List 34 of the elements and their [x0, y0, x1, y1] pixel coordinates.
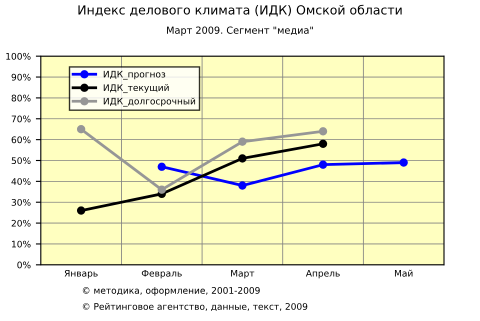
x-tick-label: Февраль — [142, 270, 182, 278]
y-tick-label: 60% — [12, 136, 31, 144]
point — [76, 206, 86, 215]
y-tick-label: 40% — [11, 178, 31, 185]
chart-subtitle: Март 2009. Сегмент "медиа" — [167, 26, 313, 36]
y-tick-label: 20% — [12, 220, 31, 227]
point — [238, 181, 247, 190]
y-tick-label: 10% — [12, 240, 31, 248]
legend-label: ИДК_долгосрочный — [104, 98, 196, 107]
y-tick-label: 100% — [6, 52, 31, 60]
x-tick-label: Январь — [64, 270, 98, 278]
point — [318, 140, 328, 148]
text: © Рейтинговое агентство, данные, текст, 2009 — [82, 302, 308, 312]
y-tick-label: 30% — [12, 198, 31, 206]
y-tick-label: 80% — [12, 94, 31, 102]
point — [158, 186, 166, 194]
point — [76, 125, 86, 134]
point — [238, 138, 247, 146]
y-tick-label: 70% — [12, 116, 31, 122]
x-tick-label: Апрель — [306, 270, 340, 278]
point — [318, 127, 328, 136]
x-tick-label: Март — [231, 270, 254, 278]
text: © методика, оформление, 2001-2009 — [82, 287, 260, 296]
point — [158, 162, 166, 171]
legend-label: ИДК_прогноз — [104, 70, 166, 80]
legend-label: ИДК_текущий — [104, 84, 169, 94]
point — [238, 154, 247, 163]
point — [400, 158, 408, 167]
x-tick-label: Май — [394, 270, 412, 277]
chart-title: Индекс делового климата (ИДК) Омской области — [78, 4, 402, 16]
point — [318, 160, 328, 169]
y-tick-label: 0% — [17, 262, 31, 268]
y-tick-label: 90% — [12, 74, 31, 81]
y-tick-label: 50% — [12, 157, 31, 164]
